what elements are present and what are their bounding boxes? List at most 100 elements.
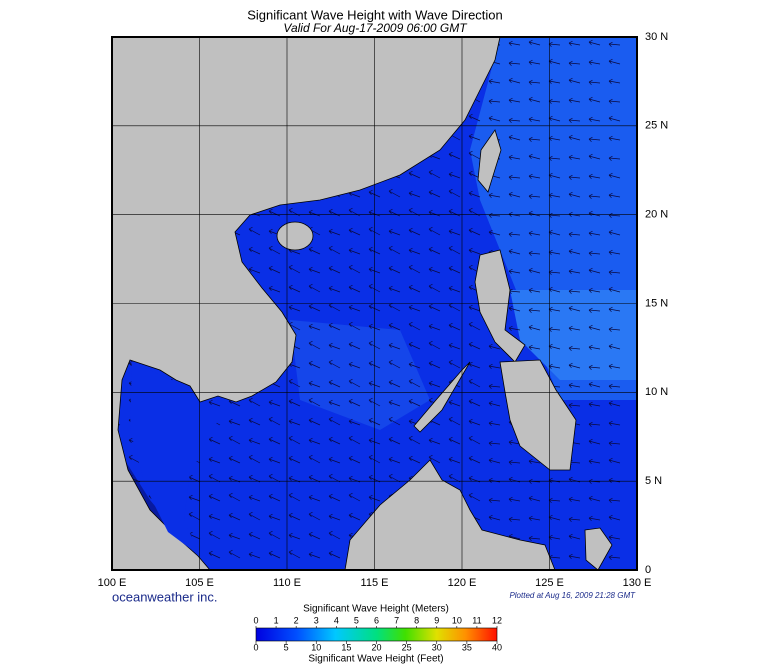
wave-arrow xyxy=(528,96,541,103)
lon-tick-label: 105 E xyxy=(185,577,214,589)
wave-arrow xyxy=(248,417,261,426)
wave-arrow xyxy=(348,341,361,350)
lon-tick-label: 115 E xyxy=(361,577,389,589)
wave-arrow xyxy=(608,400,621,407)
wave-arrow xyxy=(588,267,601,274)
subtitle: Valid For Aug-17-2009 06:00 GMT xyxy=(283,21,468,35)
wave-arrow xyxy=(608,440,621,447)
wave-arrow xyxy=(528,515,541,522)
colorbar-tick-label: 25 xyxy=(402,642,412,652)
wave-arrow xyxy=(608,78,621,85)
wave-arrow xyxy=(288,264,301,274)
colorbar-tick-label: 4 xyxy=(334,615,339,625)
wave-arrow xyxy=(488,363,501,370)
wave-arrow xyxy=(588,364,601,371)
wave-arrow xyxy=(228,512,241,521)
wave-arrow xyxy=(528,230,541,237)
wave-arrow xyxy=(248,246,261,255)
wave-arrow xyxy=(468,341,481,350)
wave-arrow xyxy=(288,435,301,445)
wave-arrow xyxy=(508,134,521,141)
wave-arrow xyxy=(268,493,281,502)
colorbar-tick-label: 10 xyxy=(311,642,321,652)
wave-arrow xyxy=(308,266,321,274)
land-hainan xyxy=(276,221,314,251)
gulf-of-thailand xyxy=(130,362,218,556)
wave-arrow xyxy=(488,98,501,105)
lat-tick-label: 10 N xyxy=(645,386,668,398)
wave-arrow xyxy=(488,192,501,199)
wave-arrow xyxy=(388,342,401,350)
plotted-time: Plotted at Aug 16, 2009 21:28 GMT xyxy=(509,591,636,600)
wave-arrow xyxy=(508,40,521,47)
wave-arrow xyxy=(608,497,621,504)
wave-arrow xyxy=(488,115,501,122)
wave-arrow xyxy=(448,436,461,445)
wave-arrow xyxy=(608,457,621,464)
wave-arrow xyxy=(388,456,401,464)
wave-arrow xyxy=(288,398,301,407)
wave-arrow xyxy=(508,117,521,124)
wave-arrow xyxy=(188,494,201,502)
wave-arrow xyxy=(428,209,441,217)
lon-tick-label: 110 E xyxy=(273,577,301,589)
wave-arrow xyxy=(588,153,601,160)
wave-arrow xyxy=(448,399,461,407)
ocean-band xyxy=(510,290,637,380)
lat-tick-label: 15 N xyxy=(645,297,668,309)
wave-arrow xyxy=(328,436,341,445)
wave-arrow xyxy=(568,248,581,255)
wave-arrow xyxy=(288,512,301,521)
wave-arrow xyxy=(468,227,481,236)
lon-tick-label: 125 E xyxy=(535,577,564,589)
wave-arrow xyxy=(468,321,481,331)
wave-arrow xyxy=(408,398,421,407)
wave-arrow xyxy=(528,193,541,200)
wave-arrow xyxy=(388,436,401,445)
colorbar-tick-label: 7 xyxy=(394,615,399,625)
wave-arrow xyxy=(408,435,421,445)
wave-arrow xyxy=(448,208,461,217)
colorbar-tick-label: 10 xyxy=(452,615,462,625)
wave-arrow xyxy=(268,208,281,217)
wave-arrow xyxy=(468,398,481,407)
wave-arrow xyxy=(588,344,601,351)
wave-arrow xyxy=(608,172,621,179)
wave-arrow xyxy=(328,265,341,274)
lat-labels: 0 5 N 10 N 15 N 20 N 25 N 30 N xyxy=(645,31,668,576)
wave-arrow xyxy=(588,173,601,180)
lat-tick-label: 0 xyxy=(645,564,651,576)
wave-arrow xyxy=(228,532,241,540)
wave-arrow xyxy=(588,287,601,294)
wave-arrow xyxy=(508,248,521,255)
wave-arrow xyxy=(568,553,581,560)
wave-arrow xyxy=(468,304,481,312)
wave-arrow xyxy=(408,378,421,388)
wave-arrow xyxy=(588,324,601,331)
wave-arrow xyxy=(508,268,521,275)
land-taiwan xyxy=(477,129,502,193)
wave-arrow xyxy=(448,228,461,236)
wave-arrow xyxy=(588,59,601,66)
wave-arrow xyxy=(328,379,341,388)
wave-arrow xyxy=(268,245,281,255)
wave-arrow xyxy=(508,459,521,466)
wave-arrow xyxy=(468,492,481,502)
wave-arrow xyxy=(568,288,581,295)
land-palawan xyxy=(413,361,471,433)
wave-arrow xyxy=(508,496,521,503)
wave-arrow xyxy=(348,247,361,255)
wave-arrow xyxy=(528,344,541,351)
wave-arrow xyxy=(388,379,401,388)
wave-arrow xyxy=(468,455,481,464)
wave-arrow xyxy=(508,191,521,198)
wave-arrow xyxy=(588,495,601,502)
colorbar-tick-label: 6 xyxy=(374,615,379,625)
wave-arrow xyxy=(248,494,261,502)
wave-arrow xyxy=(488,343,501,350)
wave-arrow xyxy=(588,96,601,103)
wave-arrow xyxy=(408,207,421,217)
wave-arrow xyxy=(388,245,401,255)
wave-arrow xyxy=(268,285,281,293)
